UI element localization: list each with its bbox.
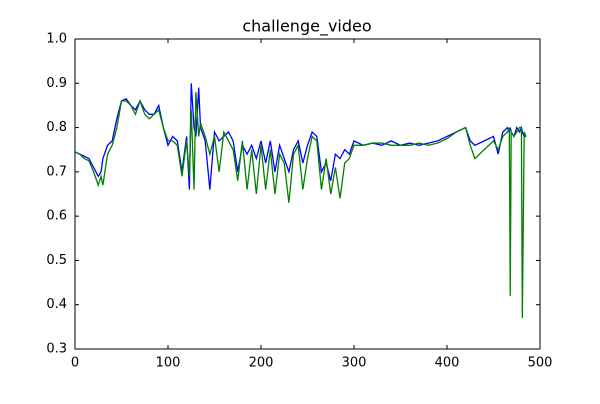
x-tick-label: 200 [249,356,274,371]
x-tick-label: 100 [156,356,181,371]
y-tick-label: 0.5 [46,253,67,268]
series-line [74,83,527,190]
chart-title: challenge_video [242,17,371,37]
y-tick-label: 0.7 [46,164,67,179]
series-line [74,92,527,319]
x-tick-label: 0 [71,356,79,371]
y-tick-label: 1.0 [46,32,67,47]
axes-frame [74,38,541,350]
y-tick-label: 0.8 [46,120,67,135]
x-tick-label: 300 [342,356,367,371]
y-tick-label: 0.9 [46,76,67,91]
y-tick-label: 0.4 [46,297,67,312]
y-tick-label: 0.3 [46,342,67,357]
x-tick-label: 400 [435,356,460,371]
plot-area [74,83,527,319]
y-tick-label: 0.6 [46,209,67,224]
x-tick-label: 500 [528,356,553,371]
